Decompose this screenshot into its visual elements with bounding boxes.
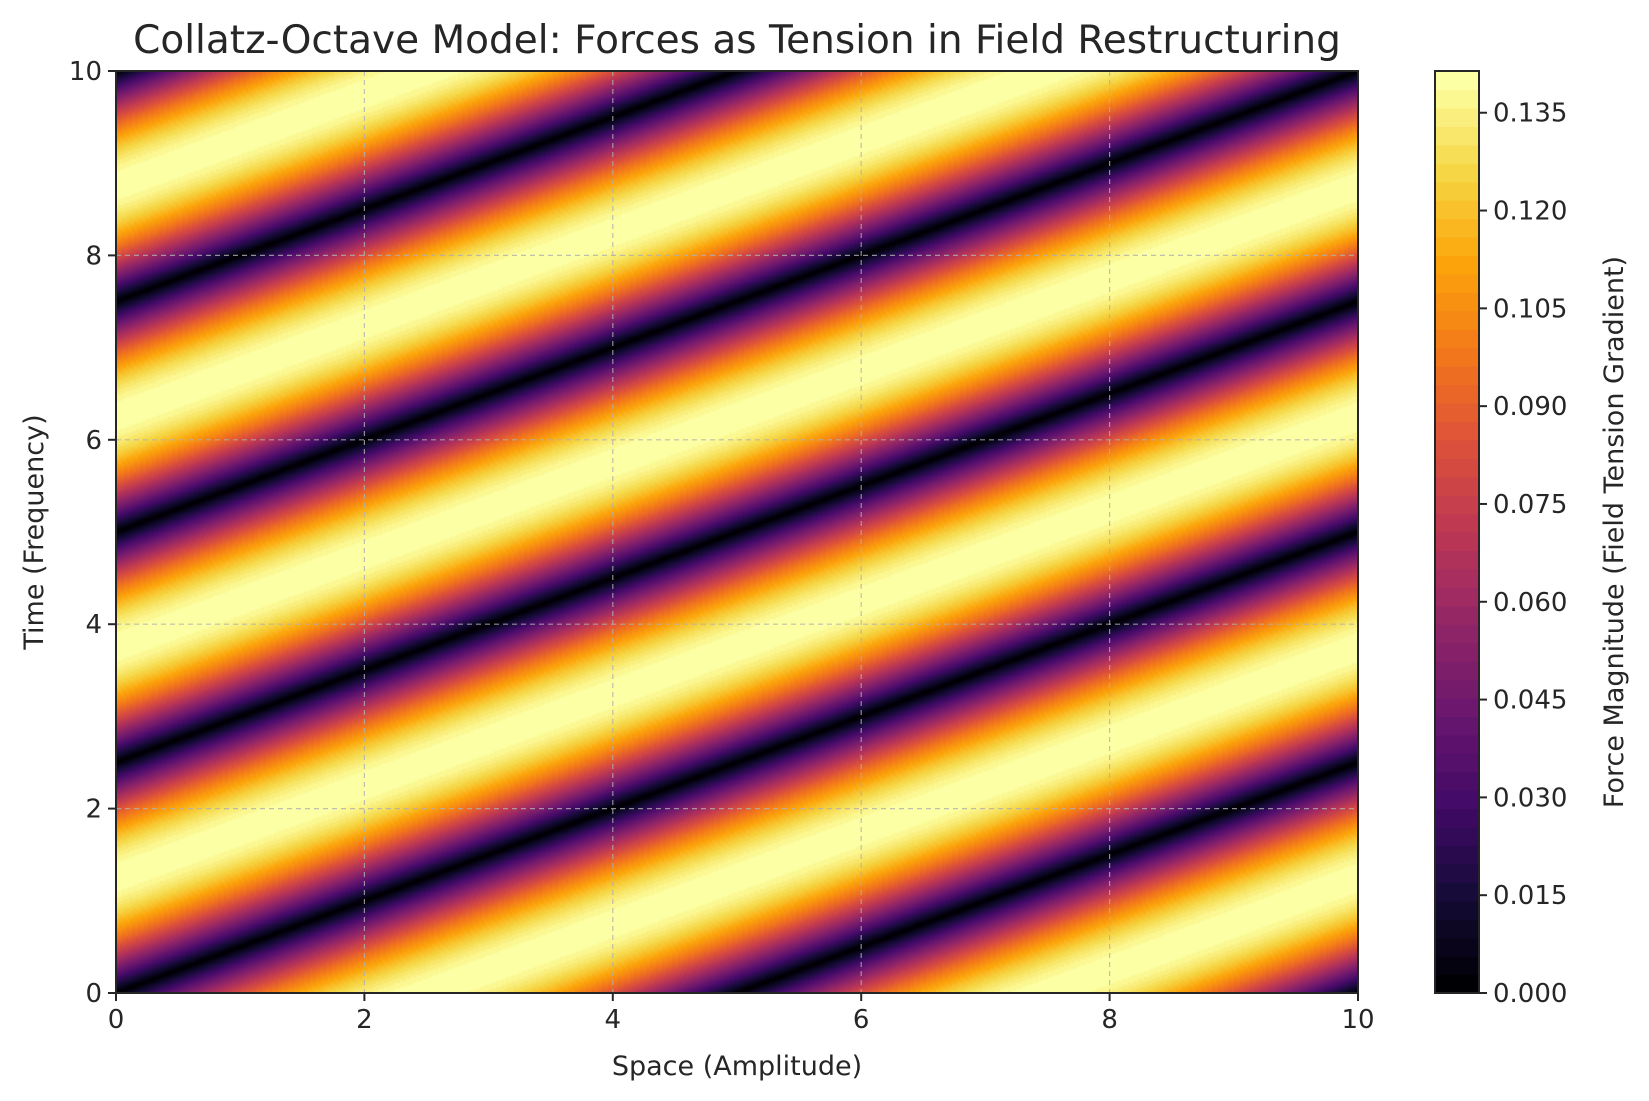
colorbar-band	[1435, 550, 1479, 570]
colorbar-gradient	[1435, 71, 1479, 994]
grid-lines	[116, 71, 1358, 993]
heatmap-field	[116, 71, 1358, 993]
colorbar-tick-label: 0.120	[1493, 197, 1567, 227]
colorbar-band	[1435, 402, 1479, 422]
colorbar-band	[1435, 532, 1479, 552]
colorbar-band	[1435, 587, 1479, 607]
colorbar-band	[1435, 900, 1479, 920]
colorbar-tick-label: 0.045	[1493, 686, 1567, 716]
colorbar-tick-label: 0.000	[1493, 979, 1567, 1009]
colorbar-band	[1435, 495, 1479, 515]
colorbar-band	[1435, 144, 1479, 164]
y-tick-label: 2	[85, 795, 102, 825]
colorbar-band	[1435, 753, 1479, 773]
colorbar-band	[1435, 126, 1479, 146]
y-tick-label: 4	[85, 610, 102, 640]
colorbar-band	[1435, 329, 1479, 349]
colorbar-band	[1435, 624, 1479, 644]
colorbar-band	[1435, 605, 1479, 625]
x-tick-label: 0	[108, 1005, 125, 1035]
colorbar-band	[1435, 476, 1479, 496]
y-tick-label: 0	[85, 979, 102, 1009]
chart-title: Collatz-Octave Model: Forces as Tension …	[133, 18, 1341, 63]
colorbar-tick-label: 0.090	[1493, 392, 1567, 422]
colorbar-band	[1435, 863, 1479, 883]
colorbar-band	[1435, 882, 1479, 902]
x-axis-label: Space (Amplitude)	[612, 1051, 862, 1082]
colorbar-band	[1435, 734, 1479, 754]
x-axis: 0 2 4 6 8 10	[108, 993, 1375, 1035]
colorbar-band	[1435, 827, 1479, 847]
plot-area	[115, 70, 1359, 994]
y-tick-label: 8	[85, 241, 102, 271]
colorbar-tick-label: 0.030	[1493, 783, 1567, 813]
colorbar-band	[1435, 790, 1479, 810]
colorbar-band	[1435, 292, 1479, 312]
y-tick-label: 10	[69, 57, 102, 87]
colorbar-band	[1435, 439, 1479, 459]
colorbar: 0.000 0.015 0.030 0.045 0.060 0.075 0.090 0.105…	[1434, 70, 1630, 1009]
colorbar-band	[1435, 163, 1479, 183]
colorbar-band	[1435, 218, 1479, 238]
colorbar-label: Force Magnitude (Field Tension Gradient)	[1599, 256, 1630, 808]
colorbar-band	[1435, 937, 1479, 957]
colorbar-band	[1435, 919, 1479, 939]
y-tick-label: 6	[85, 426, 102, 456]
colorbar-band	[1435, 107, 1479, 127]
colorbar-band	[1435, 71, 1479, 91]
colorbar-band	[1435, 255, 1479, 275]
colorbar-tick-label: 0.015	[1493, 881, 1567, 911]
x-tick-label: 6	[853, 1005, 870, 1035]
colorbar-band	[1435, 366, 1479, 386]
colorbar-tick-label: 0.105	[1493, 294, 1567, 324]
colorbar-tick-label: 0.135	[1493, 99, 1567, 129]
colorbar-band	[1435, 513, 1479, 533]
colorbar-frame	[1434, 70, 1480, 994]
colorbar-band	[1435, 679, 1479, 699]
x-tick-label: 4	[605, 1005, 622, 1035]
colorbar-band	[1435, 236, 1479, 256]
x-tick-label: 2	[356, 1005, 373, 1035]
colorbar-band	[1435, 458, 1479, 478]
x-tick-label: 8	[1101, 1005, 1118, 1035]
colorbar-band	[1435, 808, 1479, 828]
colorbar-band	[1435, 273, 1479, 293]
colorbar-band	[1435, 661, 1479, 681]
x-tick-label: 10	[1341, 1005, 1374, 1035]
colorbar-band	[1435, 771, 1479, 791]
colorbar-band	[1435, 974, 1479, 994]
colorbar-ticks: 0.000 0.015 0.030 0.045 0.060 0.075 0.090 0.105…	[1479, 99, 1567, 1009]
colorbar-band	[1435, 181, 1479, 201]
colorbar-band	[1435, 200, 1479, 220]
colorbar-band	[1435, 89, 1479, 109]
colorbar-band	[1435, 956, 1479, 976]
colorbar-band	[1435, 568, 1479, 588]
y-axis: 0 2 4 6 8 10	[69, 57, 116, 1009]
colorbar-band	[1435, 310, 1479, 330]
colorbar-band	[1435, 642, 1479, 662]
plot-frame	[115, 70, 1359, 994]
colorbar-band	[1435, 347, 1479, 367]
y-axis-label: Time (Frequency)	[19, 414, 50, 650]
colorbar-tick-label: 0.060	[1493, 588, 1567, 618]
colorbar-band	[1435, 384, 1479, 404]
colorbar-band	[1435, 697, 1479, 717]
colorbar-tick-label: 0.075	[1493, 490, 1567, 520]
colorbar-band	[1435, 716, 1479, 736]
colorbar-band	[1435, 421, 1479, 441]
colorbar-band	[1435, 845, 1479, 865]
